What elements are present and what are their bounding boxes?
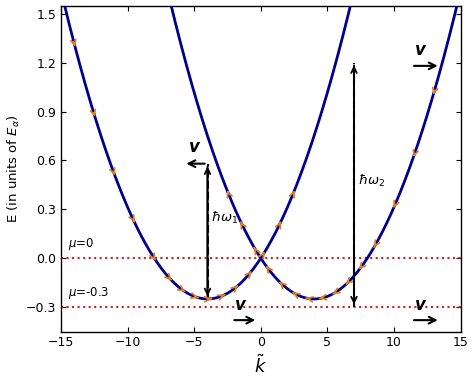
- Text: $\boldsymbol{v}$: $\boldsymbol{v}$: [414, 296, 427, 314]
- Text: $\hbar\omega_2$: $\hbar\omega_2$: [358, 173, 385, 189]
- Text: $\mu$=0: $\mu$=0: [68, 236, 94, 252]
- Text: $\boldsymbol{v}$: $\boldsymbol{v}$: [234, 296, 247, 314]
- X-axis label: $\tilde{k}$: $\tilde{k}$: [254, 355, 267, 377]
- Text: $\mu$=-0.3: $\mu$=-0.3: [68, 285, 109, 301]
- Text: $\boldsymbol{v}$: $\boldsymbol{v}$: [414, 41, 427, 59]
- Y-axis label: E (in units of $E_{\alpha}$): E (in units of $E_{\alpha}$): [6, 114, 22, 223]
- Text: $\hbar\omega_1$: $\hbar\omega_1$: [211, 210, 238, 226]
- Text: $\boldsymbol{v}$: $\boldsymbol{v}$: [188, 137, 201, 155]
